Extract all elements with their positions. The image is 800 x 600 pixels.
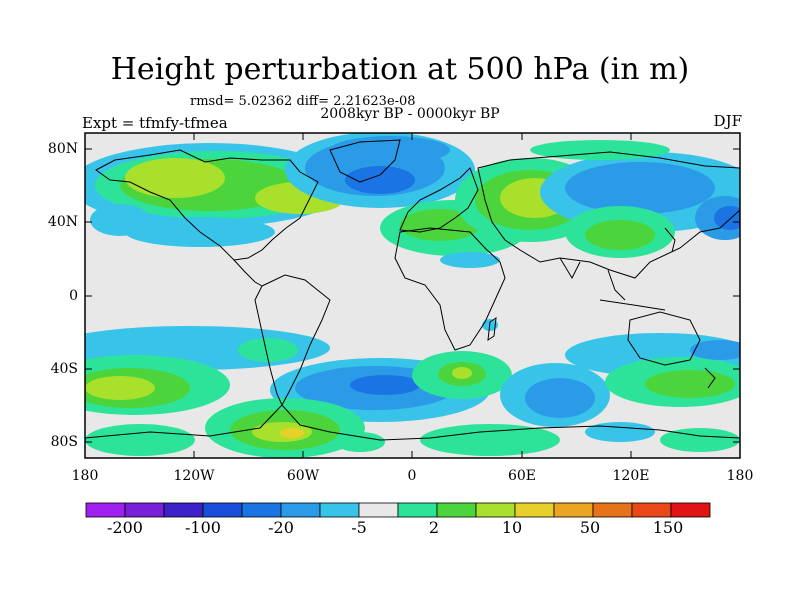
colorbar-label: -5: [351, 518, 367, 537]
colorbar-label: 2: [428, 518, 440, 537]
stats-line: rmsd= 5.02362 diff= 2.21623e-08: [190, 94, 416, 109]
lon-tick-label: 120E: [612, 468, 650, 484]
season-label: DJF: [713, 112, 742, 130]
contour-band: [90, 204, 150, 236]
contour-band: [350, 375, 420, 395]
madagascar-coast: [487, 316, 497, 342]
lat-tick-label: 0: [69, 288, 78, 304]
antarctica-coast: [85, 404, 740, 441]
colorbar-swatch: [358, 502, 399, 518]
colorbar-label: -20: [268, 518, 294, 537]
coastlines: [85, 139, 740, 441]
colorbar-swatch: [592, 502, 633, 518]
lon-tick-label: 0: [407, 468, 417, 484]
india-coast: [559, 257, 581, 280]
new-zealand-coast: [704, 367, 716, 389]
contour-band: [690, 340, 740, 360]
contour-band: [280, 428, 304, 438]
colorbar-swatch: [319, 502, 360, 518]
contour-band: [645, 370, 735, 398]
colorbar-swatch: [124, 502, 165, 518]
contour-band: [585, 220, 655, 250]
colorbar-label: 10: [501, 518, 523, 537]
australia-coast: [627, 311, 701, 366]
contour-band: [585, 422, 655, 442]
north-america-coast: [95, 149, 319, 261]
lat-tick-label: 80S: [50, 434, 78, 450]
contour-band: [345, 166, 415, 194]
chart-title: Height perturbation at 500 hPa (in m): [110, 52, 690, 87]
contour-band: [565, 162, 715, 214]
colorbar-swatch: [241, 502, 282, 518]
contour-band: [420, 424, 560, 456]
contour-band: [238, 338, 298, 362]
contour-band: [85, 424, 195, 456]
central-america-coast: [233, 259, 263, 287]
lon-tick-label: 180: [71, 468, 99, 484]
colorbar-label: 50: [579, 518, 601, 537]
contour-band: [525, 378, 595, 418]
lon-tick-label: 120W: [173, 468, 215, 484]
colorbar: [85, 502, 711, 518]
contour-band: [660, 428, 740, 452]
africa-coast: [394, 227, 506, 351]
axis-ticks: [84, 133, 741, 458]
colorbar-label: -100: [185, 518, 221, 537]
colorbar-label: 150: [652, 518, 684, 537]
lon-tick-label: 180: [726, 468, 754, 484]
lat-tick-label: 40S: [50, 361, 78, 377]
contour-band: [330, 136, 450, 164]
colorbar-swatch: [436, 502, 477, 518]
contour-band: [125, 158, 225, 198]
greenland-coast: [329, 139, 401, 183]
colorbar-label: -200: [107, 518, 143, 537]
asia-coast: [477, 151, 740, 279]
lat-tick-label: 80N: [47, 141, 78, 157]
contour-band: [452, 367, 472, 379]
period-label: 2008kyr BP - 0000kyr BP: [320, 106, 500, 122]
colorbar-swatch: [85, 502, 126, 518]
colorbar-swatch: [202, 502, 243, 518]
southeast-asia-coast: [607, 269, 626, 301]
colorbar-swatch: [280, 502, 321, 518]
lon-tick-label: 60E: [507, 468, 537, 484]
contour-band: [335, 432, 385, 452]
colorbar-swatch: [397, 502, 438, 518]
indonesia-coast: [599, 299, 666, 311]
colorbar-swatch: [553, 502, 594, 518]
lon-tick-label: 60W: [286, 468, 320, 484]
contour-band: [400, 209, 480, 241]
colorbar-swatch: [631, 502, 672, 518]
colorbar-swatch: [670, 502, 711, 518]
colorbar-swatch: [514, 502, 555, 518]
contour-band: [714, 206, 740, 230]
colorbar-swatch: [163, 502, 204, 518]
contour-band: [440, 252, 500, 268]
experiment-label: Expt = tfmfy-tfmea: [82, 114, 228, 132]
south-america-coast: [254, 274, 331, 407]
lat-tick-label: 40N: [47, 214, 78, 230]
japan-coast: [664, 227, 676, 253]
perturbation-field: [85, 133, 740, 458]
colorbar-swatch: [475, 502, 516, 518]
contour-band: [85, 376, 155, 400]
